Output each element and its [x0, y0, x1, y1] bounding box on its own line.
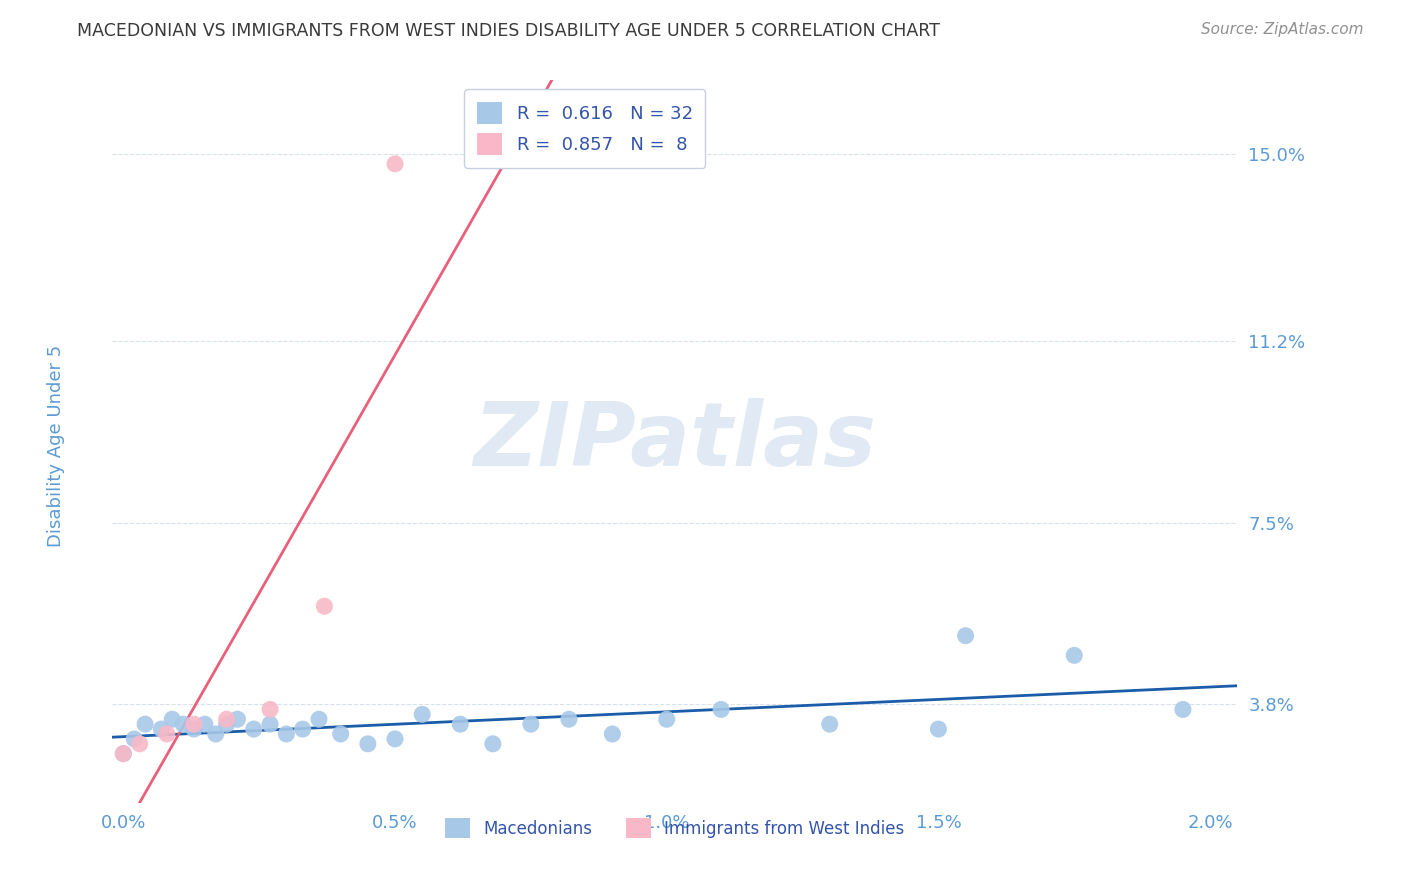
Point — [357, 737, 380, 751]
Point — [226, 712, 249, 726]
Point — [384, 731, 406, 746]
Point — [194, 717, 217, 731]
Point — [122, 731, 145, 746]
Point — [411, 707, 433, 722]
Text: Source: ZipAtlas.com: Source: ZipAtlas.com — [1201, 22, 1364, 37]
Point — [384, 157, 406, 171]
Point — [1063, 648, 1085, 663]
Point — [955, 629, 977, 643]
Point — [242, 722, 264, 736]
Point — [259, 717, 281, 731]
Point — [1171, 702, 1194, 716]
Point — [215, 717, 238, 731]
Point — [172, 717, 194, 731]
Point — [276, 727, 298, 741]
Point — [710, 702, 733, 716]
Legend: Macedonians, Immigrants from West Indies: Macedonians, Immigrants from West Indies — [439, 812, 911, 845]
Point — [482, 737, 505, 751]
Point — [112, 747, 135, 761]
Point — [449, 717, 471, 731]
Point — [558, 712, 581, 726]
Point — [204, 727, 226, 741]
Point — [329, 727, 352, 741]
Point — [128, 737, 150, 751]
Point — [183, 722, 205, 736]
Point — [308, 712, 330, 726]
Point — [655, 712, 678, 726]
Text: ZIPatlas: ZIPatlas — [474, 398, 876, 485]
Point — [112, 747, 135, 761]
Point — [314, 599, 336, 614]
Text: Disability Age Under 5: Disability Age Under 5 — [48, 345, 65, 547]
Point — [927, 722, 949, 736]
Point — [602, 727, 624, 741]
Point — [520, 717, 543, 731]
Point — [150, 722, 173, 736]
Point — [183, 717, 205, 731]
Point — [156, 727, 179, 741]
Text: MACEDONIAN VS IMMIGRANTS FROM WEST INDIES DISABILITY AGE UNDER 5 CORRELATION CHA: MACEDONIAN VS IMMIGRANTS FROM WEST INDIE… — [77, 22, 941, 40]
Point — [818, 717, 841, 731]
Point — [162, 712, 184, 726]
Point — [259, 702, 281, 716]
Point — [134, 717, 156, 731]
Point — [291, 722, 314, 736]
Point — [215, 712, 238, 726]
